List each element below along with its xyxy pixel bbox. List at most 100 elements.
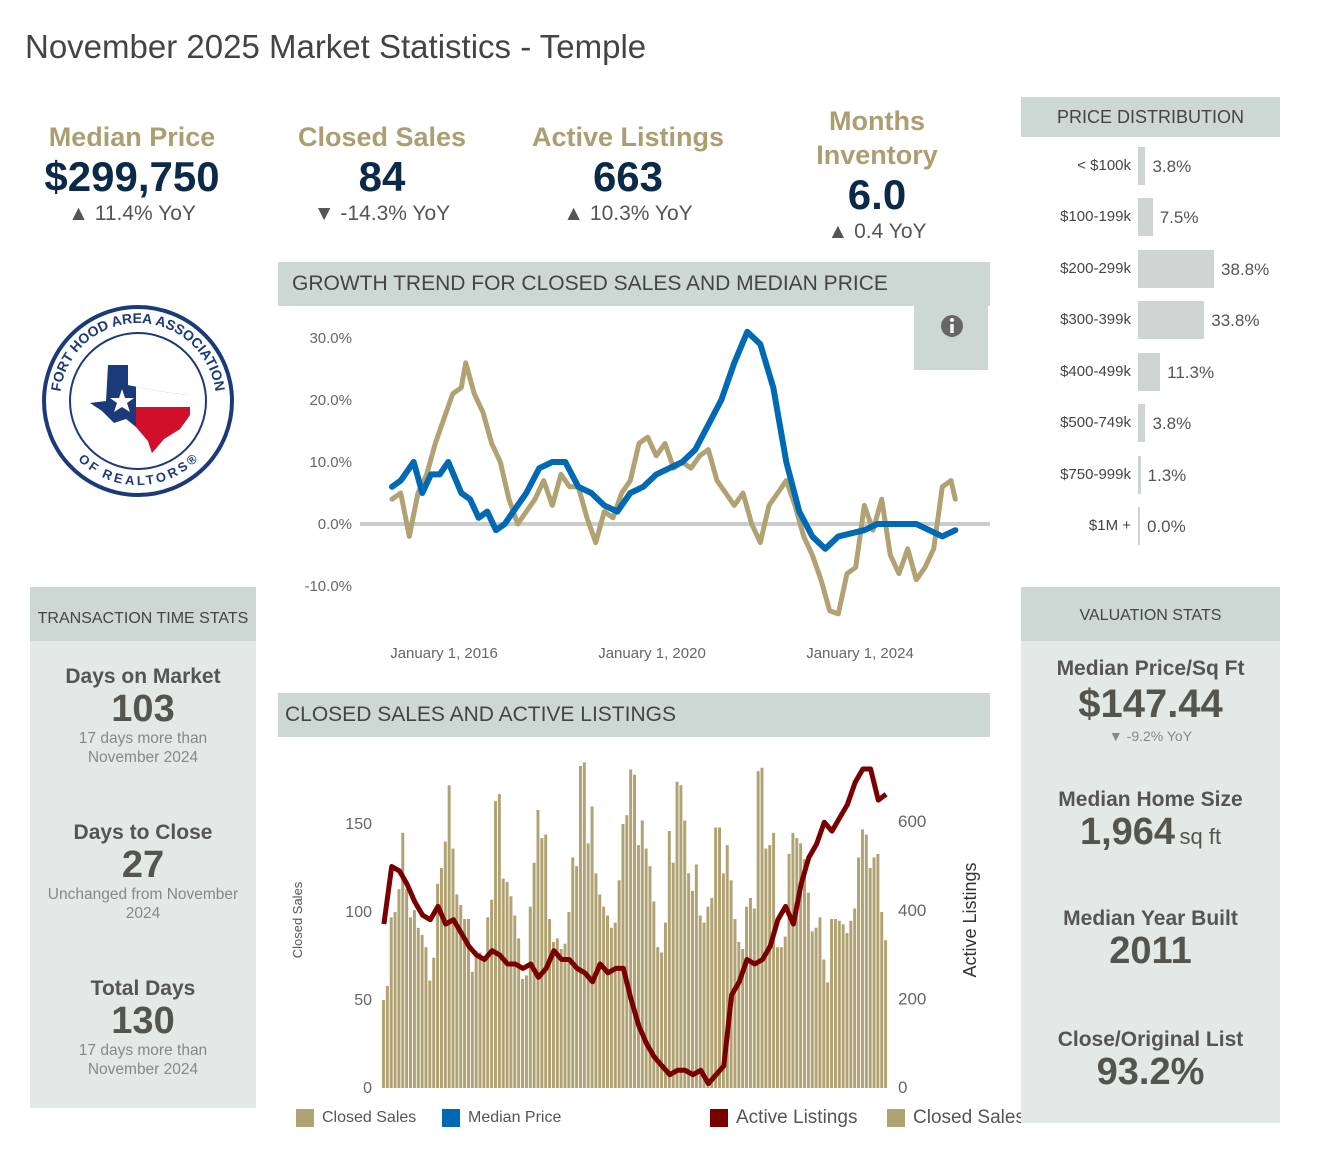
closed-sales-bar xyxy=(582,762,586,1088)
closed-sales-bar xyxy=(432,957,436,1088)
closed-sales-bar xyxy=(795,838,799,1088)
price-distribution-row: $400-499k 11.3% xyxy=(1021,353,1321,393)
closed-sales-bar xyxy=(745,906,749,1088)
closed-sales-bar xyxy=(772,832,776,1088)
days-to-close-stat: Days to Close 27 Unchanged from November… xyxy=(30,821,256,923)
price-distribution-pct: 3.8% xyxy=(1152,157,1192,176)
closed-sales-bar xyxy=(559,949,563,1088)
stat-label: Median Year Built xyxy=(1063,907,1238,930)
closed-sales-bar xyxy=(779,947,783,1088)
total-days-stat: Total Days 130 17 days more than Novembe… xyxy=(30,977,256,1079)
closed-sales-bar xyxy=(764,848,768,1088)
closed-sales-bar xyxy=(667,831,671,1088)
closed-sales-bar xyxy=(660,952,664,1088)
closed-sales-bar xyxy=(385,985,389,1088)
closed-sales-bar xyxy=(656,947,660,1088)
closed-sales-bar xyxy=(683,820,687,1088)
legend-label: Active Listings xyxy=(736,1107,858,1128)
kpi-change: ▲ 0.4 YoY xyxy=(827,220,927,243)
legend-swatch xyxy=(887,1109,905,1127)
closed-sales-bar xyxy=(806,892,810,1088)
closed-sales-bar xyxy=(501,878,505,1088)
stat-value: 1,964 xyxy=(1079,811,1176,853)
y-tick-label: -10.0% xyxy=(304,578,352,595)
closed-sales-bar xyxy=(787,853,791,1088)
stat-change: ▼ -9.2% YoY xyxy=(1108,728,1193,744)
closed-sales-bar xyxy=(555,938,559,1088)
closed-sales-active-listings-chart: 150 100 50 0 600 400 200 0 Closed Sales Active Li… xyxy=(290,762,980,1097)
kpi-median-price: Median Price $299,750 ▲ 11.4% YoY xyxy=(12,120,252,228)
closed-sales-bar xyxy=(775,947,779,1088)
closed-sales-bar xyxy=(447,785,451,1088)
price-range-label: $300-399k xyxy=(1060,311,1131,328)
y-tick-label: 0.0% xyxy=(318,516,352,533)
kpi-change: ▼ -14.3% YoY xyxy=(313,202,451,225)
closed-sales-bar xyxy=(602,906,606,1088)
closed-sales-bar xyxy=(536,809,540,1088)
closed-sales-bar xyxy=(416,927,420,1088)
stat-label: Median Price/Sq Ft xyxy=(1056,657,1245,680)
closed-sales-line xyxy=(389,360,958,617)
closed-sales-bar xyxy=(424,947,428,1088)
stat-label: Total Days xyxy=(90,977,196,1000)
stat-value: 103 xyxy=(111,688,175,730)
closed-sales-bar xyxy=(606,915,609,1088)
price-per-sqft-stat: Median Price/Sq Ft $147.44 ▼ -9.2% YoY xyxy=(1021,657,1280,746)
info-button[interactable] xyxy=(914,306,988,370)
closed-sales-bar xyxy=(783,936,787,1088)
legend-swatch xyxy=(710,1109,728,1127)
price-distribution-row: $750-999k 1.3% xyxy=(1021,456,1321,496)
stat-label: Median Home Size xyxy=(1058,788,1243,811)
legend-label: Closed Sales xyxy=(913,1107,1025,1128)
valuation-stats-header: VALUATION STATS xyxy=(1021,587,1280,641)
closed-sales-bar xyxy=(509,896,513,1088)
growth-trend-header: GROWTH TREND FOR CLOSED SALES AND MEDIAN… xyxy=(278,262,990,306)
closed-sales-bar xyxy=(490,899,494,1088)
median-price-line xyxy=(389,328,959,552)
price-range-label: $1M + xyxy=(1088,517,1131,534)
closed-sales-bar xyxy=(791,832,795,1088)
closed-sales-bar xyxy=(725,845,729,1088)
closed-sales-bar xyxy=(702,922,706,1088)
closed-sales-bar xyxy=(671,862,675,1088)
closed-sales-bar xyxy=(868,868,872,1088)
closed-sales-bar xyxy=(524,975,528,1088)
closed-sales-bar xyxy=(617,880,621,1088)
closed-sales-bar xyxy=(756,771,760,1088)
y2-tick-label: 600 xyxy=(898,812,926,831)
legend-swatch xyxy=(442,1109,460,1127)
closed-sales-bar xyxy=(841,924,845,1088)
closed-sales-bar xyxy=(382,1000,385,1088)
closed-sales-bar xyxy=(613,922,617,1088)
price-range-label: < $100k xyxy=(1077,157,1131,174)
stat-label: Days to Close xyxy=(73,821,213,844)
stat-value: 130 xyxy=(111,1000,175,1042)
days-on-market-stat: Days on Market 103 17 days more than Nov… xyxy=(30,665,256,767)
closed-sales-bar xyxy=(663,922,667,1088)
closed-sales-bar xyxy=(563,943,567,1088)
closed-sales-bar xyxy=(710,897,714,1088)
closed-sales-bar xyxy=(644,848,648,1088)
price-distribution-pct: 3.8% xyxy=(1152,414,1192,433)
closed-sales-bar xyxy=(687,873,691,1088)
closed-sales-bar xyxy=(451,848,455,1088)
kpi-value: $299,750 xyxy=(44,153,220,200)
closed-sales-bar xyxy=(428,980,432,1088)
closed-sales-bar xyxy=(513,915,517,1088)
closed-sales-bar xyxy=(853,908,857,1088)
closed-sales-bar xyxy=(694,864,698,1088)
closed-sales-bar xyxy=(845,933,849,1088)
y-tick-label: 150 xyxy=(345,816,372,833)
stat-value: $147.44 xyxy=(1078,682,1223,726)
active-listings-line xyxy=(381,766,888,1087)
price-range-label: $100-199k xyxy=(1060,208,1131,225)
closed-sales-bar xyxy=(590,806,594,1088)
closed-sales-bar xyxy=(636,845,640,1088)
closed-sales-bar xyxy=(521,978,525,1088)
closed-sales-bar xyxy=(880,912,884,1088)
closed-sales-bar xyxy=(675,781,679,1088)
kpi-value: 663 xyxy=(592,153,664,200)
stat-sub: 17 days more than November 2024 xyxy=(78,1042,208,1078)
closed-sales-bar xyxy=(741,949,745,1088)
price-distribution-row: $500-749k 3.8% xyxy=(1021,404,1321,444)
